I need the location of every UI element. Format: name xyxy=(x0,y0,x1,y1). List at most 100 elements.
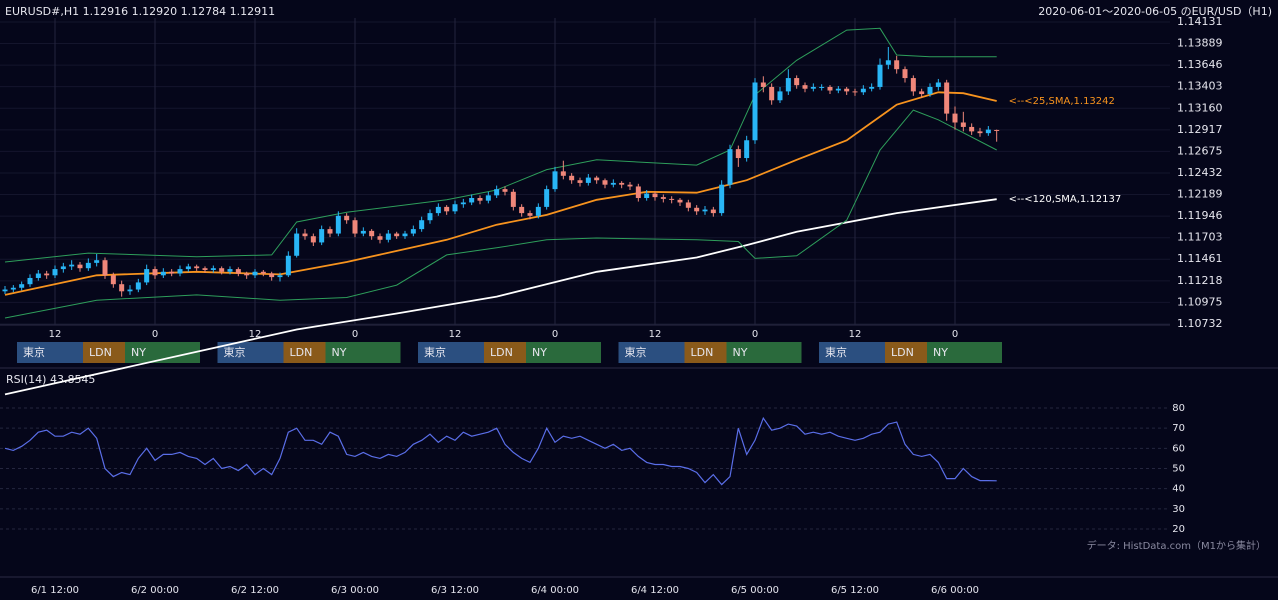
y-tick-label: 1.12917 xyxy=(1177,123,1223,136)
session-box xyxy=(526,342,601,363)
candle-body xyxy=(210,268,216,270)
session-label: LDN xyxy=(490,346,513,359)
candle-body xyxy=(194,266,200,269)
candle-body xyxy=(994,129,1000,131)
candle-body xyxy=(85,262,91,269)
candle-body xyxy=(427,213,433,221)
session-box xyxy=(484,342,526,363)
candle-body xyxy=(977,131,983,134)
candle-body xyxy=(310,236,316,243)
y-tick-label: 1.10732 xyxy=(1177,317,1223,330)
y-tick-label: 1.13646 xyxy=(1177,58,1223,71)
candle-body xyxy=(494,189,500,196)
candle-body xyxy=(910,78,916,92)
candle-body xyxy=(385,233,391,240)
candle-body xyxy=(27,277,33,285)
sma-annotation: <--<25,SMA,1.13242 xyxy=(1009,96,1115,107)
candle-body xyxy=(477,198,483,201)
candle-body xyxy=(710,209,716,214)
session-label: NY xyxy=(332,346,347,359)
candle-body xyxy=(260,271,266,274)
candle-body xyxy=(902,69,908,79)
candle-body xyxy=(402,233,408,237)
candle-body xyxy=(519,206,525,214)
candle-body xyxy=(510,191,516,207)
session-box xyxy=(726,342,802,363)
candle-body xyxy=(852,91,858,93)
x-tick-label: 12 xyxy=(49,329,62,340)
candle-body xyxy=(769,86,775,101)
x-tick-label: 0 xyxy=(552,329,558,340)
candle-body xyxy=(877,64,883,87)
candle-body xyxy=(119,284,125,292)
candle-body xyxy=(727,149,733,185)
candle-body xyxy=(277,275,283,278)
session-label: 東京 xyxy=(23,345,45,359)
y-tick-label: 1.11461 xyxy=(1177,252,1223,265)
session-box xyxy=(283,342,326,363)
y-tick-label: 1.11946 xyxy=(1177,209,1223,222)
session-box xyxy=(17,342,83,363)
candle-body xyxy=(235,269,241,274)
x-tick-label: 12 xyxy=(449,329,462,340)
candle-body xyxy=(160,271,166,276)
candle-body xyxy=(294,233,300,256)
candle-body xyxy=(777,91,783,101)
candle-body xyxy=(452,204,458,212)
candle-body xyxy=(444,206,450,212)
candle-body xyxy=(569,175,575,181)
indicator-line xyxy=(4,27,997,263)
candle-body xyxy=(760,82,766,87)
candle-body xyxy=(694,207,700,212)
candle-body xyxy=(52,269,58,276)
rsi-title: RSI(14) 43.8545 xyxy=(6,373,95,386)
y-tick-label: 1.13889 xyxy=(1177,37,1223,50)
source-note: データ: HistData.com（M1から集計） xyxy=(1087,539,1266,552)
session-box xyxy=(217,342,284,363)
y-tick-label: 1.13403 xyxy=(1177,80,1223,93)
candle-body xyxy=(244,273,250,276)
y-tick-label: 1.12189 xyxy=(1177,188,1223,201)
candle-body xyxy=(819,86,825,88)
y-tick-label: 70 xyxy=(1172,423,1185,434)
session-label: NY xyxy=(733,346,748,359)
session-box xyxy=(684,342,727,363)
candle-body xyxy=(752,82,758,141)
x-tick-label: 6/1 12:00 xyxy=(31,585,79,596)
candle-body xyxy=(669,198,675,200)
y-tick-label: 1.12675 xyxy=(1177,144,1223,157)
x-tick-label: 6/6 00:00 xyxy=(931,585,979,596)
session-box xyxy=(885,342,927,363)
y-tick-label: 40 xyxy=(1172,484,1185,495)
candle-body xyxy=(869,86,875,89)
y-tick-label: 50 xyxy=(1172,464,1185,475)
candle-body xyxy=(685,202,691,208)
candle-body xyxy=(785,78,791,92)
candle-body xyxy=(69,264,75,267)
x-tick-label: 6/4 12:00 xyxy=(631,585,679,596)
candle-body xyxy=(610,182,616,185)
candle-body xyxy=(335,215,341,234)
candle-body xyxy=(702,209,708,212)
candle-body xyxy=(319,229,325,243)
x-tick-label: 12 xyxy=(649,329,662,340)
candle-body xyxy=(969,126,975,132)
candle-body xyxy=(985,129,991,134)
candle-body xyxy=(377,236,383,240)
candle-body xyxy=(585,177,591,183)
x-tick-label: 6/3 12:00 xyxy=(431,585,479,596)
x-tick-label: 6/5 00:00 xyxy=(731,585,779,596)
candle-body xyxy=(135,282,141,290)
indicator-line xyxy=(4,91,997,296)
y-tick-label: 1.13160 xyxy=(1177,101,1223,114)
candle-body xyxy=(660,197,666,199)
candle-body xyxy=(577,180,583,183)
candle-body xyxy=(369,230,375,237)
candle-body xyxy=(152,269,158,276)
x-tick-label: 0 xyxy=(152,329,158,340)
candle-body xyxy=(285,255,291,276)
candle-body xyxy=(269,273,275,278)
candle-body xyxy=(744,140,750,159)
